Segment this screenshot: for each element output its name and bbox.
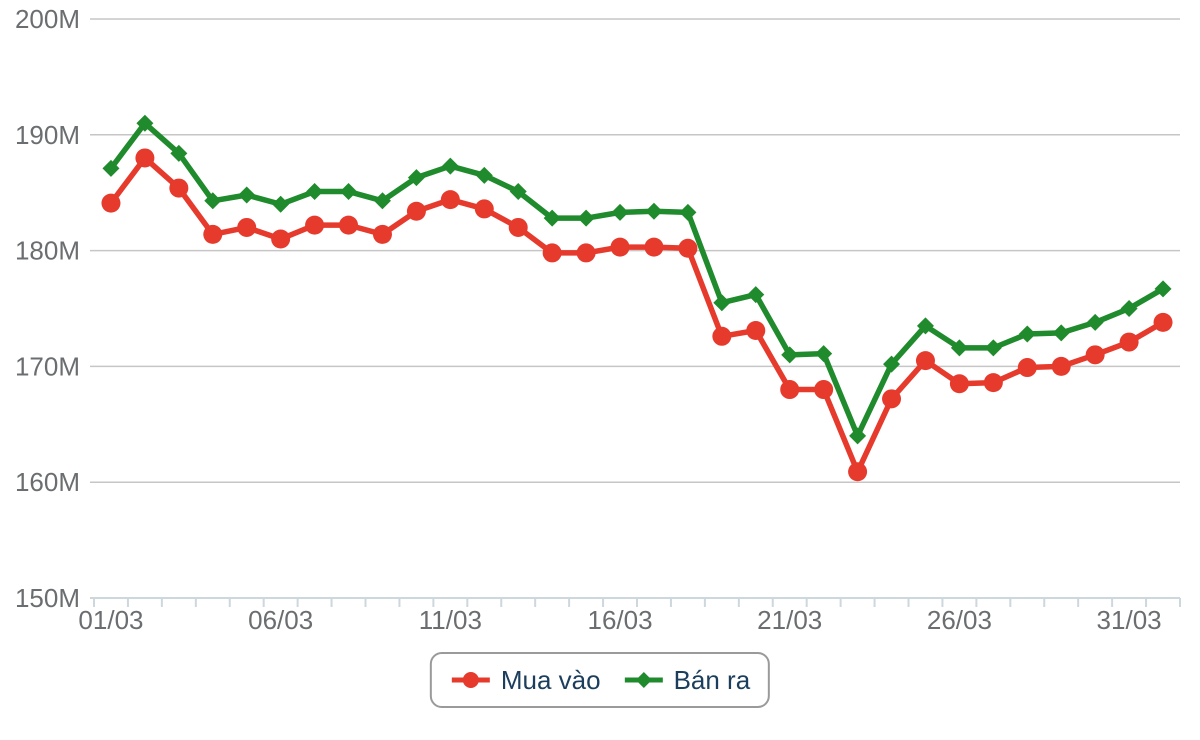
buy-data-point[interactable] [848,462,868,482]
buy-data-point[interactable] [169,178,189,198]
buy-data-point[interactable] [1051,356,1071,376]
buy-data-point[interactable] [915,351,935,371]
sell-data-point[interactable] [883,355,901,373]
legend-label-sell: Bán ra [673,665,751,695]
buy-data-point[interactable] [372,224,392,244]
y-axis-label: 180M [15,236,80,266]
sell-data-point[interactable] [577,209,595,227]
buy-series-marker-icon [451,672,490,688]
buy-data-point[interactable] [644,237,664,257]
buy-data-point[interactable] [406,201,426,221]
sell-data-point[interactable] [475,166,493,184]
sell-data-point[interactable] [373,192,391,210]
x-axis-label: 11/03 [419,605,482,635]
sell-data-point[interactable] [679,203,697,221]
buy-data-point[interactable] [1119,332,1139,352]
y-axis-label: 200M [15,4,80,34]
legend-item-sell[interactable]: Bán ra [623,665,751,695]
buy-data-point[interactable] [882,389,902,409]
sell-data-point[interactable] [1086,313,1104,331]
x-axis-label: 16/03 [587,605,652,635]
x-axis-label: 31/03 [1097,605,1162,635]
sell-data-point[interactable] [407,169,425,187]
buy-data-point[interactable] [508,217,528,237]
sell-data-point[interactable] [306,183,324,201]
sell-data-point[interactable] [1120,300,1138,317]
sell-data-point[interactable] [611,203,629,221]
buy-series-line[interactable] [108,155,1166,475]
sell-data-point[interactable] [747,286,765,304]
sell-data-point[interactable] [713,294,731,312]
buy-data-point[interactable] [576,243,596,263]
buy-data-point[interactable] [814,380,834,400]
buy-data-point[interactable] [610,237,630,257]
buy-data-point[interactable] [339,215,359,235]
sell-data-point[interactable] [136,114,154,132]
x-axis-label: 26/03 [927,605,992,635]
sell-data-point[interactable] [272,195,290,213]
buy-data-point[interactable] [542,243,562,263]
sell-data-point[interactable] [984,339,1002,357]
sell-data-point[interactable] [781,346,799,364]
sell-data-point[interactable] [441,157,459,175]
buy-data-point[interactable] [440,190,460,210]
legend: Mua vào Bán ra [429,652,771,708]
buy-data-point[interactable] [1153,312,1173,332]
buy-data-point[interactable] [271,229,291,249]
sell-data-point[interactable] [543,209,561,227]
sell-data-point[interactable] [950,339,968,357]
buy-data-point[interactable] [678,238,698,258]
y-axis-label: 150M [15,583,80,613]
x-axis-label: 06/03 [248,605,313,635]
sell-data-point[interactable] [916,317,934,335]
sell-data-point[interactable] [340,183,358,201]
sell-series-line[interactable] [108,120,1166,439]
sell-data-point[interactable] [509,183,527,201]
sell-data-point[interactable] [1154,280,1172,298]
sell-data-point[interactable] [645,202,663,220]
sell-data-point[interactable] [238,186,256,204]
buy-data-point[interactable] [135,148,155,168]
buy-data-point[interactable] [949,374,969,394]
sell-data-point[interactable] [204,192,222,210]
sell-data-point[interactable] [849,427,867,445]
sell-data-point[interactable] [1018,325,1036,343]
buy-data-point[interactable] [746,321,766,341]
buy-data-point[interactable] [237,217,257,237]
legend-label-buy: Mua vào [500,665,601,695]
x-axis-label: 01/03 [78,605,143,635]
sell-data-point[interactable] [1052,324,1070,342]
buy-data-point[interactable] [305,215,325,235]
y-axis-label: 190M [15,120,80,150]
x-axis-label: 21/03 [757,605,822,635]
sell-series-marker-icon [624,672,663,688]
sell-data-point[interactable] [815,345,833,363]
legend-item-buy[interactable]: Mua vào [450,667,601,693]
buy-data-point[interactable] [474,199,494,219]
sell-data-point[interactable] [102,159,120,177]
buy-data-point[interactable] [983,373,1003,393]
y-axis-label: 160M [15,467,80,497]
buy-data-point[interactable] [780,380,800,400]
y-axis-label: 170M [15,351,80,381]
sell-data-point[interactable] [170,144,188,162]
buy-data-point[interactable] [712,326,732,346]
buy-data-point[interactable] [101,193,121,213]
buy-data-point[interactable] [1085,345,1105,365]
buy-data-point[interactable] [1017,358,1037,378]
buy-data-point[interactable] [203,224,223,244]
